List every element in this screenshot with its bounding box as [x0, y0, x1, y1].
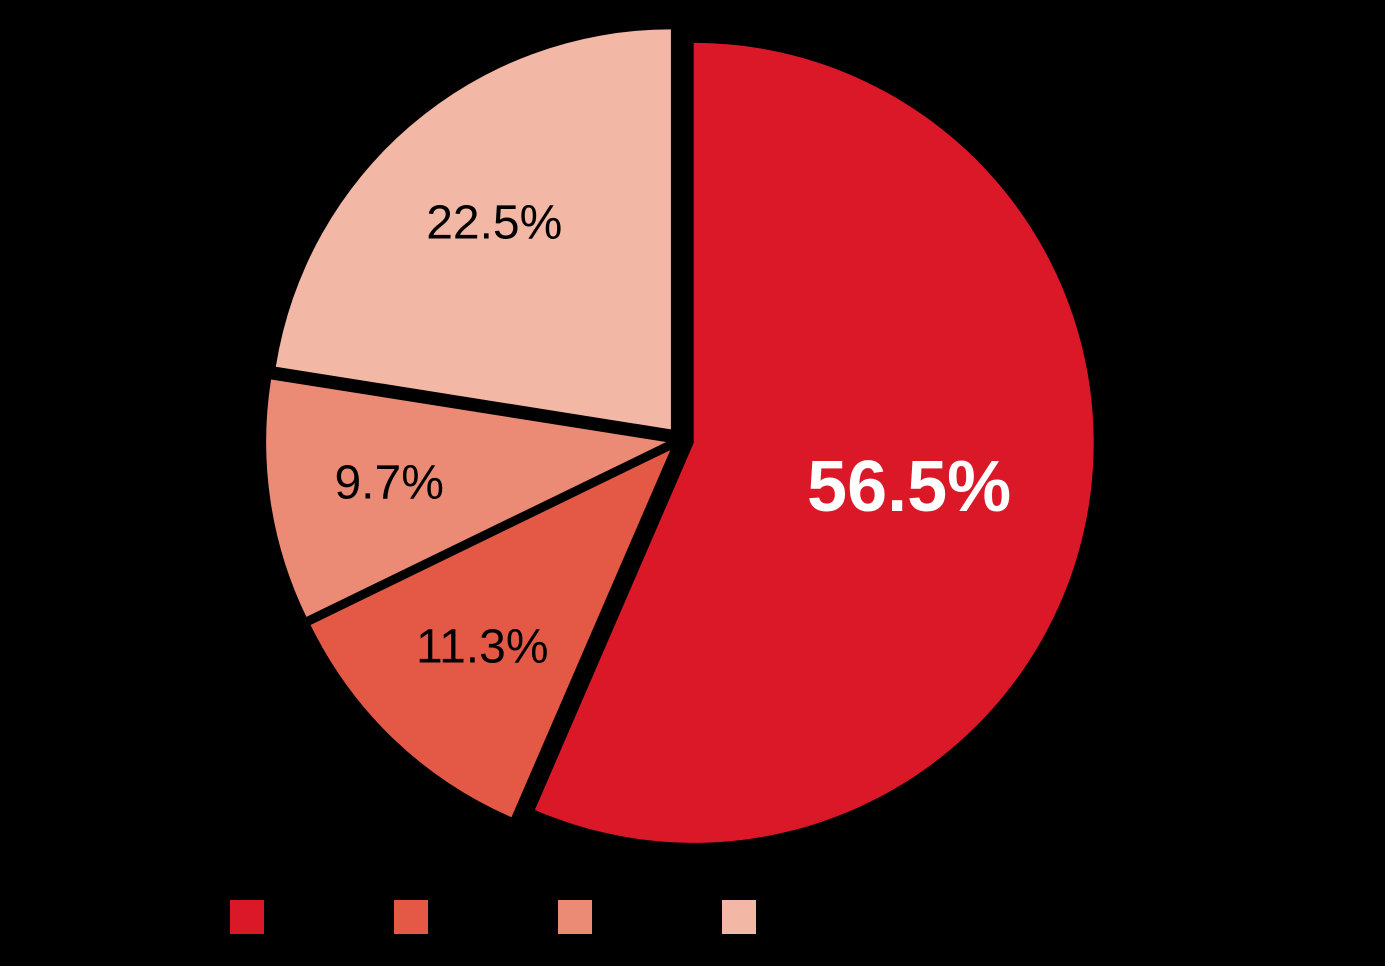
legend-item-0 — [230, 900, 264, 934]
legend-item-1 — [394, 900, 428, 934]
legend-swatch-0 — [230, 900, 264, 934]
pie-svg — [262, 22, 1098, 858]
legend-swatch-2 — [558, 900, 592, 934]
pie-slice-label-3: 22.5% — [426, 195, 562, 250]
pie-slice-label-1: 11.3% — [416, 619, 549, 674]
legend-item-3 — [722, 900, 756, 934]
legend-item-2 — [558, 900, 592, 934]
pie-slice-label-0: 56.5% — [807, 446, 1011, 528]
legend-swatch-3 — [722, 900, 756, 934]
pie-slice-label-2: 9.7% — [334, 456, 443, 511]
legend-swatch-1 — [394, 900, 428, 934]
pie-chart: 56.5% 11.3% 9.7% 22.5% — [0, 0, 1385, 966]
legend — [230, 900, 756, 934]
